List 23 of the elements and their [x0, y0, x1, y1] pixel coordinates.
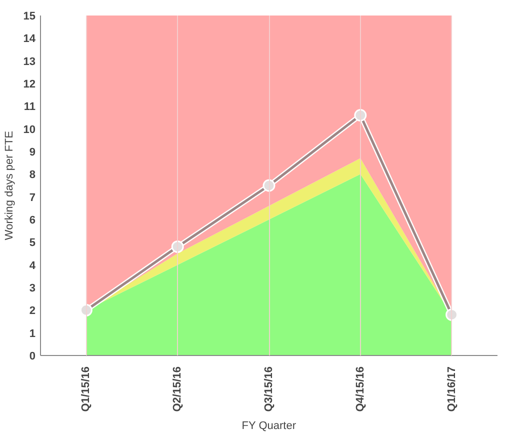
y-tick-label: 4 — [29, 260, 36, 272]
x-axis-title: FY Quarter — [242, 420, 296, 432]
y-tick-label: 9 — [29, 146, 36, 158]
y-tick-label: 5 — [29, 237, 36, 250]
y-tick-label: 7 — [29, 192, 36, 204]
y-tick-label: 3 — [29, 282, 36, 294]
y-axis-title: Working days per FTE — [3, 130, 16, 240]
y-tick-label: 0 — [29, 350, 36, 362]
x-tick-label: Q1/16/17 — [446, 366, 458, 412]
x-tick-label: Q1/15/16 — [80, 366, 92, 412]
y-tick-label: 1 — [29, 328, 36, 340]
y-tick-label: 10 — [23, 124, 36, 136]
x-tick-label: Q3/15/16 — [263, 366, 275, 412]
y-tick-label: 2 — [29, 305, 36, 318]
y-tick-label: 8 — [29, 169, 36, 182]
y-tick-label: 6 — [29, 214, 36, 226]
y-tick-label: 12 — [23, 78, 36, 90]
x-tick-label: Q4/15/16 — [354, 366, 366, 412]
y-tick-label: 15 — [23, 10, 36, 22]
y-tick-label: 14 — [23, 33, 36, 46]
x-tick-label: Q2/15/16 — [172, 366, 184, 412]
y-tick-label: 13 — [23, 56, 36, 68]
y-tick-label: 11 — [24, 101, 36, 114]
